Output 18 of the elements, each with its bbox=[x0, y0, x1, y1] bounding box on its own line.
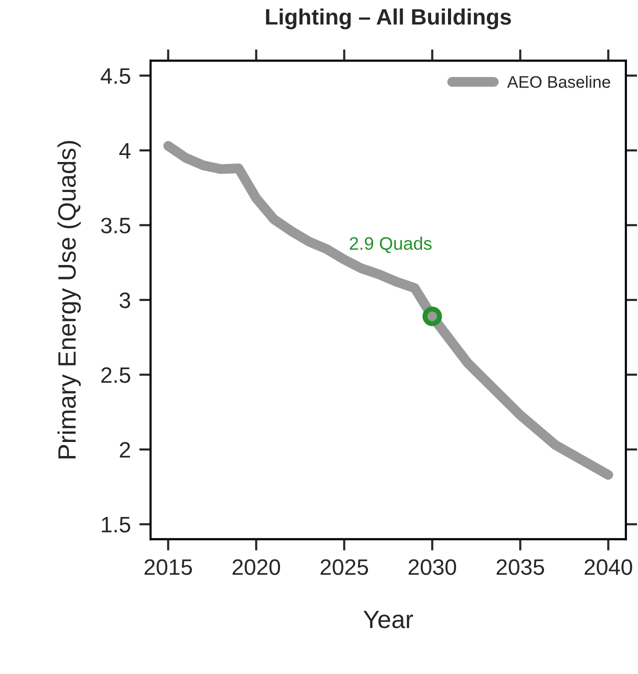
y-tick-label: 1.5 bbox=[102, 517, 130, 533]
x-tick-label: 2025 bbox=[320, 559, 368, 575]
x-tick-label: 2020 bbox=[232, 559, 280, 575]
y-tick-label: 4.5 bbox=[100, 68, 130, 84]
x-tick-label: 2040 bbox=[584, 559, 632, 575]
y-tick-label: 3.5 bbox=[101, 218, 130, 234]
x-axis-title: Year bbox=[364, 610, 414, 628]
annotation: 2.9 Quads bbox=[350, 236, 432, 254]
y-axis-title: Primary Energy Use (Quads) bbox=[57, 141, 81, 458]
x-tick-label: 2015 bbox=[144, 559, 192, 575]
y-tick-label: 2 bbox=[120, 442, 130, 458]
x-tick-label: 2030 bbox=[408, 559, 456, 575]
legend-label: AEO Baseline bbox=[507, 76, 610, 88]
chart-title: Lighting – All Buildings bbox=[266, 8, 511, 30]
y-tick-label: 3 bbox=[120, 292, 130, 308]
y-tick-label: 4 bbox=[119, 143, 130, 158]
y-tick-label: 2.5 bbox=[101, 367, 130, 383]
x-tick-label: 2035 bbox=[496, 559, 544, 575]
